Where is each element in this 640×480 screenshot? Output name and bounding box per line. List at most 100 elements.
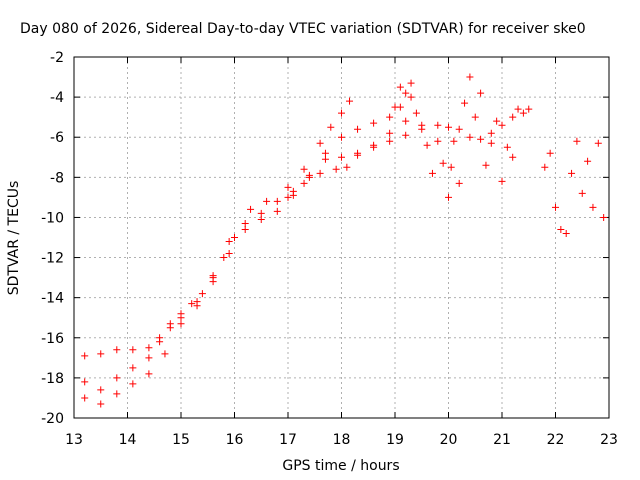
data-point [332, 165, 340, 173]
series-track-d [284, 105, 533, 201]
axis-ticks: 13 14 15 16 17 18 19 20 21 22 23 -20 -18 -16 -14 -12 -10… [41, 50, 618, 448]
data-point [557, 225, 565, 233]
data-point [402, 131, 410, 139]
x-axis-title: GPS time / hours [282, 458, 399, 474]
x-tick-label: 22 [547, 432, 565, 448]
data-point [487, 129, 495, 137]
data-point [113, 390, 121, 398]
data-point [300, 179, 308, 187]
data-point [418, 121, 426, 129]
data-point [447, 163, 455, 171]
data-point [568, 169, 576, 177]
data-point [525, 105, 533, 113]
y-tick-label: -8 [50, 170, 64, 186]
data-point [498, 177, 506, 185]
data-point [129, 364, 137, 372]
data-point [198, 290, 206, 298]
data-point [97, 350, 105, 358]
data-point [300, 165, 308, 173]
data-point [81, 352, 89, 360]
data-point [284, 183, 292, 191]
data-point [391, 103, 399, 111]
data-point [81, 394, 89, 402]
data-point [477, 89, 485, 97]
data-point [289, 191, 297, 199]
data-point [477, 135, 485, 143]
data-point [386, 137, 394, 145]
data-point [407, 93, 415, 101]
data-point [386, 113, 394, 121]
data-point [113, 346, 121, 354]
data-point [503, 143, 511, 151]
data-point [584, 157, 592, 165]
data-point [241, 219, 249, 227]
data-point [354, 151, 362, 159]
data-point [97, 400, 105, 408]
y-tick-label: -10 [41, 210, 64, 226]
data-point [423, 141, 431, 149]
data-point [247, 205, 255, 213]
data-point [402, 117, 410, 125]
data-point [338, 153, 345, 161]
x-tick-label: 18 [333, 432, 351, 448]
data-point [428, 169, 436, 177]
data-point [455, 125, 463, 133]
data-point [455, 179, 463, 187]
x-tick-label: 20 [440, 432, 458, 448]
data-point [466, 133, 474, 141]
plot-frame [73, 56, 610, 419]
data-point [552, 203, 559, 211]
data-point [321, 149, 329, 157]
data-point [370, 119, 378, 127]
data-point [129, 346, 137, 354]
data-point [188, 300, 196, 308]
data-point [343, 163, 351, 171]
data-point [439, 159, 447, 167]
data-point [562, 229, 570, 237]
data-point [514, 105, 522, 113]
data-point [209, 272, 217, 280]
y-tick-label: -12 [41, 251, 64, 267]
data-point [263, 197, 271, 205]
data-point [546, 149, 554, 157]
data-point [209, 278, 217, 286]
data-point [450, 137, 458, 145]
data-point [519, 109, 527, 117]
data-point [600, 213, 608, 221]
data-point [97, 386, 105, 394]
x-tick-label: 16 [226, 432, 244, 448]
data-point [509, 153, 517, 161]
data-point [466, 73, 474, 81]
data-point [509, 113, 517, 121]
y-tick-label: -2 [50, 50, 64, 66]
data-point [471, 113, 479, 121]
data-point [386, 129, 394, 137]
y-tick-label: -6 [50, 130, 64, 146]
data-point [166, 324, 174, 332]
data-point [316, 139, 324, 147]
data-point [273, 197, 281, 205]
data-point [220, 254, 228, 262]
data-point [241, 225, 249, 233]
data-point [257, 209, 265, 217]
data-point [129, 380, 137, 388]
data-point [354, 125, 362, 133]
data-point [231, 234, 238, 241]
y-axis-title: SDTVAR / TECUs [6, 181, 22, 296]
x-tick-label: 19 [386, 432, 404, 448]
chart-title: Day 080 of 2026, Sidereal Day-to-day VTE… [20, 21, 586, 37]
data-point [284, 193, 292, 201]
series-track-a [81, 97, 354, 360]
y-tick-label: -16 [41, 331, 64, 347]
data-point [145, 370, 153, 378]
x-tick-label: 21 [493, 432, 511, 448]
data-point [594, 139, 602, 147]
x-tick-label: 17 [279, 432, 297, 448]
data-point [177, 314, 185, 322]
y-tick-label: -4 [50, 90, 64, 106]
data-point [487, 139, 495, 147]
x-tick-label: 13 [65, 432, 83, 448]
data-point [445, 193, 452, 201]
series-scatter-late [391, 73, 608, 237]
